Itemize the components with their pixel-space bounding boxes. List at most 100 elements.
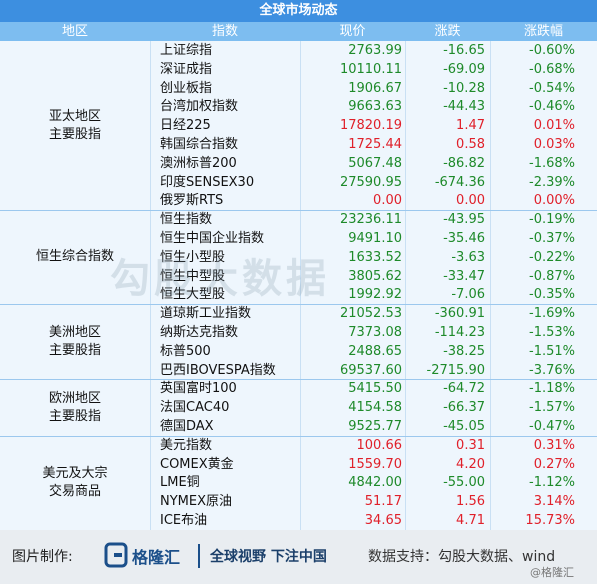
index-name: 英国富时100 <box>160 381 237 397</box>
index-name: 韩国综合指数 <box>160 137 239 152</box>
column-divider <box>405 41 406 530</box>
change: -43.95 <box>443 212 485 228</box>
change: -35.46 <box>443 231 485 246</box>
price: 1725.44 <box>348 137 402 152</box>
region-label: 交易商品 <box>48 483 101 499</box>
made-by: 图片制作: <box>12 549 73 565</box>
data-source: 数据支持：勾股大数据、wind <box>368 549 556 565</box>
change-pct: -0.68% <box>529 61 575 77</box>
group-separator <box>0 379 597 381</box>
price: 1559.70 <box>348 456 402 472</box>
change-pct: -0.22% <box>529 249 575 265</box>
change: 1.47 <box>456 118 485 134</box>
column-divider <box>300 41 301 530</box>
region-cell: 美元及大宗 交易商品 <box>0 436 150 530</box>
title: 全球市场动态 <box>0 0 597 22</box>
index-name: 创业板指 <box>160 80 213 96</box>
change: 0.31 <box>456 437 485 453</box>
logo-icon <box>104 542 128 568</box>
change-pct: -0.19% <box>529 212 575 228</box>
column-header: 现价 <box>339 24 366 39</box>
change-pct: 0.27% <box>533 456 575 472</box>
column-header: 地区 <box>61 24 88 39</box>
change-pct: -0.47% <box>529 419 575 434</box>
index-name: ICE布油 <box>160 513 208 528</box>
change: -66.37 <box>443 400 485 416</box>
price: 2488.65 <box>348 343 402 359</box>
region-cell: 亚太地区 主要股指 <box>0 41 150 210</box>
price: 7373.08 <box>348 325 402 340</box>
index-name: 澳洲标普200 <box>160 155 237 171</box>
divider <box>198 544 200 568</box>
region-label: 亚太地区 <box>48 108 101 124</box>
signature: @格隆汇 <box>530 566 574 579</box>
index-name: 深证成指 <box>160 61 213 77</box>
column-header: 指数 <box>211 24 238 39</box>
column-divider <box>490 41 491 530</box>
region-label: 美元及大宗 <box>42 465 108 481</box>
index-name: LME铜 <box>160 475 200 491</box>
change-pct: -1.51% <box>529 343 575 359</box>
index-name: 恒生中国企业指数 <box>160 231 265 246</box>
change-pct: 0.00% <box>533 193 575 209</box>
region-cell: 恒生综合指数 <box>0 210 150 304</box>
price: 69537.60 <box>339 362 402 378</box>
price: 2763.99 <box>348 43 402 58</box>
change: 0.00 <box>456 193 485 209</box>
price: 5415.50 <box>348 381 402 397</box>
index-name: 恒生大型股 <box>160 287 226 303</box>
index-name: 俄罗斯RTS <box>160 193 224 209</box>
change-pct: -2.39% <box>529 174 575 190</box>
change-pct: -0.46% <box>529 99 575 115</box>
region-label: 欧洲地区 <box>48 390 101 406</box>
watermark: 勾股大数据 <box>110 256 330 302</box>
region-label: 主要股指 <box>48 126 101 142</box>
change: -16.65 <box>443 43 485 58</box>
index-name: 印度SENSEX30 <box>160 174 255 190</box>
price: 23236.11 <box>339 212 402 228</box>
index-name: 巴西IBOVESPA指数 <box>160 362 276 378</box>
change: -7.06 <box>451 287 485 303</box>
region-label: 美洲地区 <box>48 324 101 340</box>
change: -10.28 <box>443 80 485 96</box>
brand: 格隆汇 <box>132 548 181 567</box>
change-pct: -1.57% <box>529 400 575 416</box>
change: 1.56 <box>456 494 485 510</box>
group-separator <box>0 210 597 212</box>
region-label: 主要股指 <box>48 408 101 424</box>
change: -360.91 <box>434 306 485 322</box>
change: 4.71 <box>456 513 485 528</box>
price: 27590.95 <box>339 174 402 190</box>
index-name: 台湾加权指数 <box>160 99 239 115</box>
price: 34.65 <box>364 513 402 528</box>
price: 1992.92 <box>348 287 402 303</box>
change-pct: -1.68% <box>529 155 575 171</box>
index-name: 美元指数 <box>160 437 213 453</box>
change: -38.25 <box>443 343 485 359</box>
region-label: 恒生综合指数 <box>35 249 114 265</box>
price: 4842.00 <box>348 475 402 491</box>
change-pct: 0.01% <box>533 118 575 134</box>
price: 9525.77 <box>348 419 402 434</box>
group-separator <box>0 304 597 306</box>
index-name: 恒生小型股 <box>160 249 226 265</box>
slogan: 全球视野 下注中国 <box>210 549 327 565</box>
index-name: 日经225 <box>160 118 211 134</box>
region-cell: 美洲地区 主要股指 <box>0 304 150 379</box>
price: 9491.10 <box>348 231 402 246</box>
index-name: 恒生中型股 <box>160 268 226 284</box>
price: 0.00 <box>373 193 402 209</box>
change: -64.72 <box>443 381 485 397</box>
column-divider <box>150 41 151 530</box>
index-name: 标普500 <box>160 343 211 359</box>
price: 4154.58 <box>348 400 402 416</box>
change-pct: -0.37% <box>529 231 575 246</box>
price: 1906.67 <box>348 80 402 96</box>
change-pct: -1.69% <box>529 306 575 322</box>
price: 3805.62 <box>348 268 402 284</box>
column-header: 涨跌幅 <box>523 24 563 39</box>
change: -86.82 <box>443 155 485 171</box>
table-header: 地区 指数 现价 涨跌 涨跌幅 <box>0 22 597 41</box>
change: -55.00 <box>443 475 485 491</box>
